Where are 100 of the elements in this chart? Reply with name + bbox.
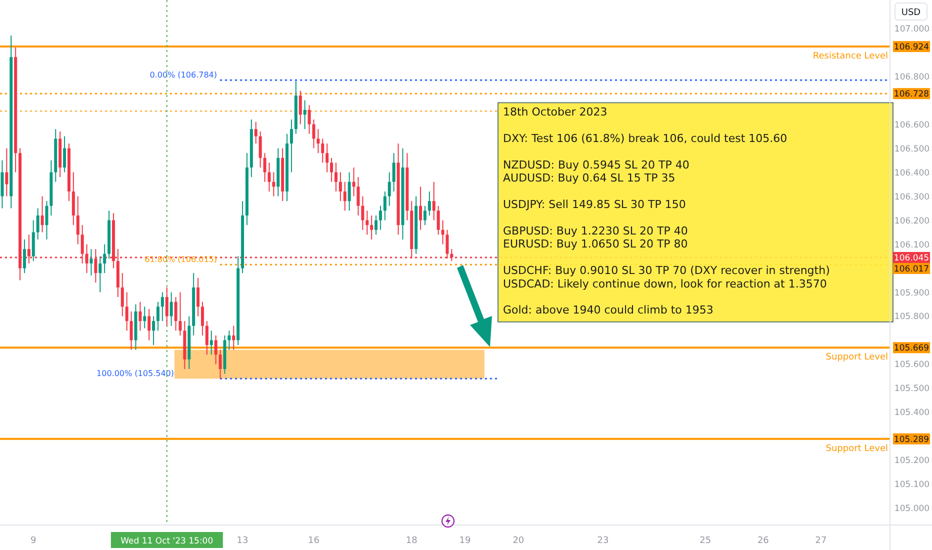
candlestick: [138, 301, 142, 332]
candlestick: [218, 349, 222, 380]
y-tick-label: 105.500: [894, 384, 930, 394]
candlestick: [32, 220, 35, 262]
candlestick: [174, 296, 178, 332]
candlestick: [428, 190, 431, 216]
candlestick: [63, 136, 66, 173]
candlestick: [321, 138, 324, 164]
x-tick-label: 20: [512, 536, 524, 546]
y-tick-label: 106.045: [894, 253, 930, 264]
candlestick: [228, 330, 231, 350]
candlestick: [388, 172, 391, 206]
candlestick: [76, 196, 80, 245]
candlestick: [272, 172, 276, 197]
y-tick-label: 106.017: [894, 264, 930, 274]
candlestick: [214, 334, 218, 365]
candlestick: [160, 292, 164, 322]
candlestick: [90, 248, 93, 276]
y-tick-label: 106.200: [894, 216, 930, 226]
candlestick: [210, 330, 213, 356]
candlestick: [330, 157, 334, 182]
candlestick: [366, 210, 369, 236]
candlestick: [374, 214, 378, 236]
candlestick: [5, 148, 8, 197]
candlestick: [170, 292, 173, 326]
y-tick-label: 106.800: [894, 72, 930, 82]
y-tick-label: 105.600: [894, 360, 930, 370]
candlestick: [334, 162, 338, 192]
candlestick: [254, 121, 258, 144]
ref-line-label: 0.00% (106.784): [150, 70, 217, 80]
candlestick: [22, 238, 26, 274]
x-tick-label: 19: [459, 536, 472, 546]
ref-line-label: 100.00% (105.540): [96, 369, 174, 378]
candlestick: [36, 208, 40, 240]
candlestick: [303, 100, 306, 130]
candlestick: [178, 292, 182, 336]
candlestick: [290, 118, 293, 173]
y-tick-label: 105.000: [894, 504, 930, 514]
candlestick: [148, 308, 151, 341]
candlestick: [196, 277, 200, 317]
x-tick-label: 25: [700, 536, 712, 546]
x-tick-label: 27: [815, 536, 827, 546]
candlestick: [361, 196, 364, 230]
candlestick: [165, 286, 168, 326]
ref-line-label: 61.80% (106.015): [144, 255, 217, 264]
candlestick: [200, 301, 204, 336]
candlestick: [338, 172, 342, 202]
candlestick: [152, 316, 156, 346]
candlestick: [72, 172, 75, 226]
y-tick-label: 107.000: [894, 24, 930, 34]
candlestick: [40, 196, 44, 233]
y-tick-label: 105.100: [894, 480, 930, 490]
x-tick-label: 18: [406, 536, 418, 546]
candlestick: [45, 200, 48, 240]
x-tick-label: Wed 11 Oct '23 15:00: [120, 536, 214, 546]
candlestick: [383, 190, 386, 221]
candlestick: [103, 244, 106, 274]
note-box: 18th October 2023 DXY: Test 106 (61.8%) break 106, could test 105.60 NZDUSD: Buy 0.5945 SL 20 TP 40 AUDUSD: Buy 0.64 SL 15 TP 35 USDJPY: Sell 149.85 SL 30 TP 150 GBPUSD: Buy 1.2230 SL 20 TP 40 EURUSD: Buy 1.0650 SL 20 TP 80 USDCHF: Buy 0.9010 SL 30 TP 70 (DXY recover in strength) USDCAD: Likely continue down, look for reaction at 1.3570 Gold: above 1940 could climb to 1953: [498, 102, 894, 322]
y-tick-label: 105.900: [894, 288, 930, 298]
y-tick-label: 106.300: [894, 192, 930, 202]
candlestick: [348, 172, 351, 212]
candlestick: [143, 306, 146, 329]
candlestick: [268, 162, 271, 192]
y-tick-label: 105.289: [894, 434, 930, 445]
candlestick: [392, 152, 396, 192]
x-tick-label: 26: [757, 536, 770, 546]
x-tick-label: 16: [308, 536, 320, 546]
candlestick: [441, 220, 444, 245]
candlestick: [263, 152, 266, 182]
candlestick: [232, 325, 236, 350]
y-tick-label: 105.200: [894, 456, 930, 466]
candlestick: [125, 292, 128, 332]
y-tick-label: 105.800: [894, 312, 930, 322]
candlestick: [298, 90, 302, 125]
y-tick-label: 106.924: [894, 42, 930, 53]
candlestick: [312, 118, 316, 149]
x-tick-label: 23: [597, 536, 609, 546]
x-tick-label: 13: [236, 536, 248, 546]
y-tick-label: 106.100: [894, 240, 930, 250]
ref-line-label: Support Level: [826, 352, 888, 363]
candlestick: [156, 301, 160, 332]
candlestick: [356, 176, 360, 216]
y-tick-label: 105.400: [894, 408, 930, 418]
candlestick: [370, 214, 374, 240]
y-tick-label: 106.500: [894, 144, 930, 154]
candlestick: [0, 160, 4, 209]
candlestick: [432, 181, 436, 221]
x-tick-label: 9: [30, 536, 37, 546]
candlestick: [120, 272, 124, 317]
y-tick-label: 106.400: [894, 168, 930, 178]
y-tick-label: 106.728: [894, 90, 930, 100]
y-tick-label: 106.600: [894, 120, 930, 130]
candlestick: [258, 130, 262, 168]
candlestick: [423, 205, 426, 226]
ref-line-label: Support Level: [826, 444, 888, 454]
candlestick: [326, 142, 329, 173]
ref-line-label: Resistance Level: [812, 52, 888, 62]
y-axis-title: USD: [901, 8, 921, 18]
y-tick-label: 105.669: [894, 344, 930, 354]
candlestick: [352, 166, 356, 197]
